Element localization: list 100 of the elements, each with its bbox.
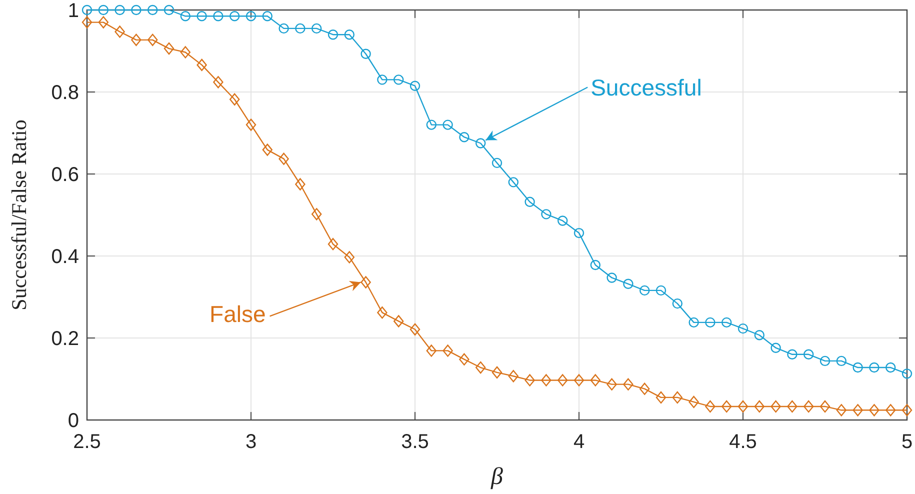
y-axis-title: Successful/False Ratio (7, 120, 31, 310)
point (82, 4, 92, 16)
point (852, 404, 863, 416)
point (476, 361, 486, 374)
point (770, 400, 781, 413)
point (148, 34, 158, 46)
point (98, 16, 108, 28)
point (869, 362, 880, 373)
point (672, 298, 682, 309)
point (836, 356, 846, 366)
y-tick-label: 0.6 (51, 164, 79, 186)
point (180, 11, 190, 22)
point (590, 260, 600, 270)
point (705, 400, 716, 413)
point (278, 23, 289, 34)
x-tick-label: 4 (573, 431, 585, 453)
x-tick-label: 4.5 (729, 431, 757, 453)
point (262, 11, 272, 22)
point (787, 400, 798, 413)
point (459, 353, 470, 366)
point (213, 76, 224, 88)
point (180, 46, 190, 58)
x-tick-label: 2.5 (73, 431, 101, 453)
point (278, 152, 289, 165)
x-tick-label: 3.5 (401, 431, 429, 453)
point (492, 366, 502, 379)
point (722, 317, 732, 328)
point (656, 285, 666, 296)
point (541, 374, 552, 386)
point (688, 396, 699, 408)
point (574, 374, 584, 386)
point (574, 228, 584, 238)
point (886, 404, 896, 416)
point (426, 344, 436, 357)
y-tick-label: 0 (68, 410, 79, 432)
point (606, 272, 617, 283)
point (442, 344, 453, 357)
point (164, 4, 174, 16)
point (820, 400, 830, 413)
point (328, 238, 338, 250)
point (394, 74, 404, 85)
point (459, 132, 470, 142)
point (394, 315, 404, 328)
point (131, 4, 142, 16)
point (230, 11, 240, 22)
point (98, 4, 108, 16)
point (623, 378, 634, 390)
point (295, 23, 306, 34)
point (787, 349, 798, 360)
point (606, 378, 617, 390)
point (524, 374, 535, 386)
point (820, 356, 830, 366)
point (426, 120, 436, 130)
point (640, 285, 650, 296)
point (131, 34, 142, 46)
point (164, 42, 174, 55)
point (804, 400, 814, 413)
point (524, 196, 535, 207)
point (114, 4, 125, 16)
point (508, 370, 518, 382)
point (230, 93, 240, 106)
point (902, 368, 912, 379)
point (148, 4, 158, 16)
point (196, 11, 207, 22)
point (213, 11, 224, 22)
point (722, 400, 732, 413)
point (754, 400, 764, 413)
point (246, 118, 256, 131)
point (770, 342, 781, 353)
annotation: Successful (590, 74, 702, 100)
point (738, 323, 748, 334)
point (476, 138, 486, 148)
point (360, 276, 371, 288)
point (852, 362, 863, 373)
point (705, 317, 716, 328)
point (640, 382, 650, 395)
point (804, 349, 814, 360)
point (558, 374, 568, 386)
point (246, 11, 256, 22)
point (377, 306, 388, 319)
x-tick-label: 3 (245, 431, 257, 453)
point (114, 26, 125, 38)
point (558, 216, 568, 226)
point (360, 48, 371, 59)
y-tick-label: 0.2 (51, 328, 79, 350)
point (672, 391, 682, 404)
point (738, 400, 748, 413)
point (196, 58, 207, 72)
point (410, 323, 420, 336)
point (902, 404, 912, 416)
point (328, 30, 338, 40)
y-tick-label: 1 (68, 0, 79, 22)
x-axis-title: β (490, 464, 504, 490)
point (344, 251, 354, 264)
point (492, 158, 502, 168)
point (656, 391, 666, 404)
point (295, 178, 306, 190)
point (508, 177, 518, 188)
point (688, 317, 699, 328)
point (869, 404, 880, 416)
